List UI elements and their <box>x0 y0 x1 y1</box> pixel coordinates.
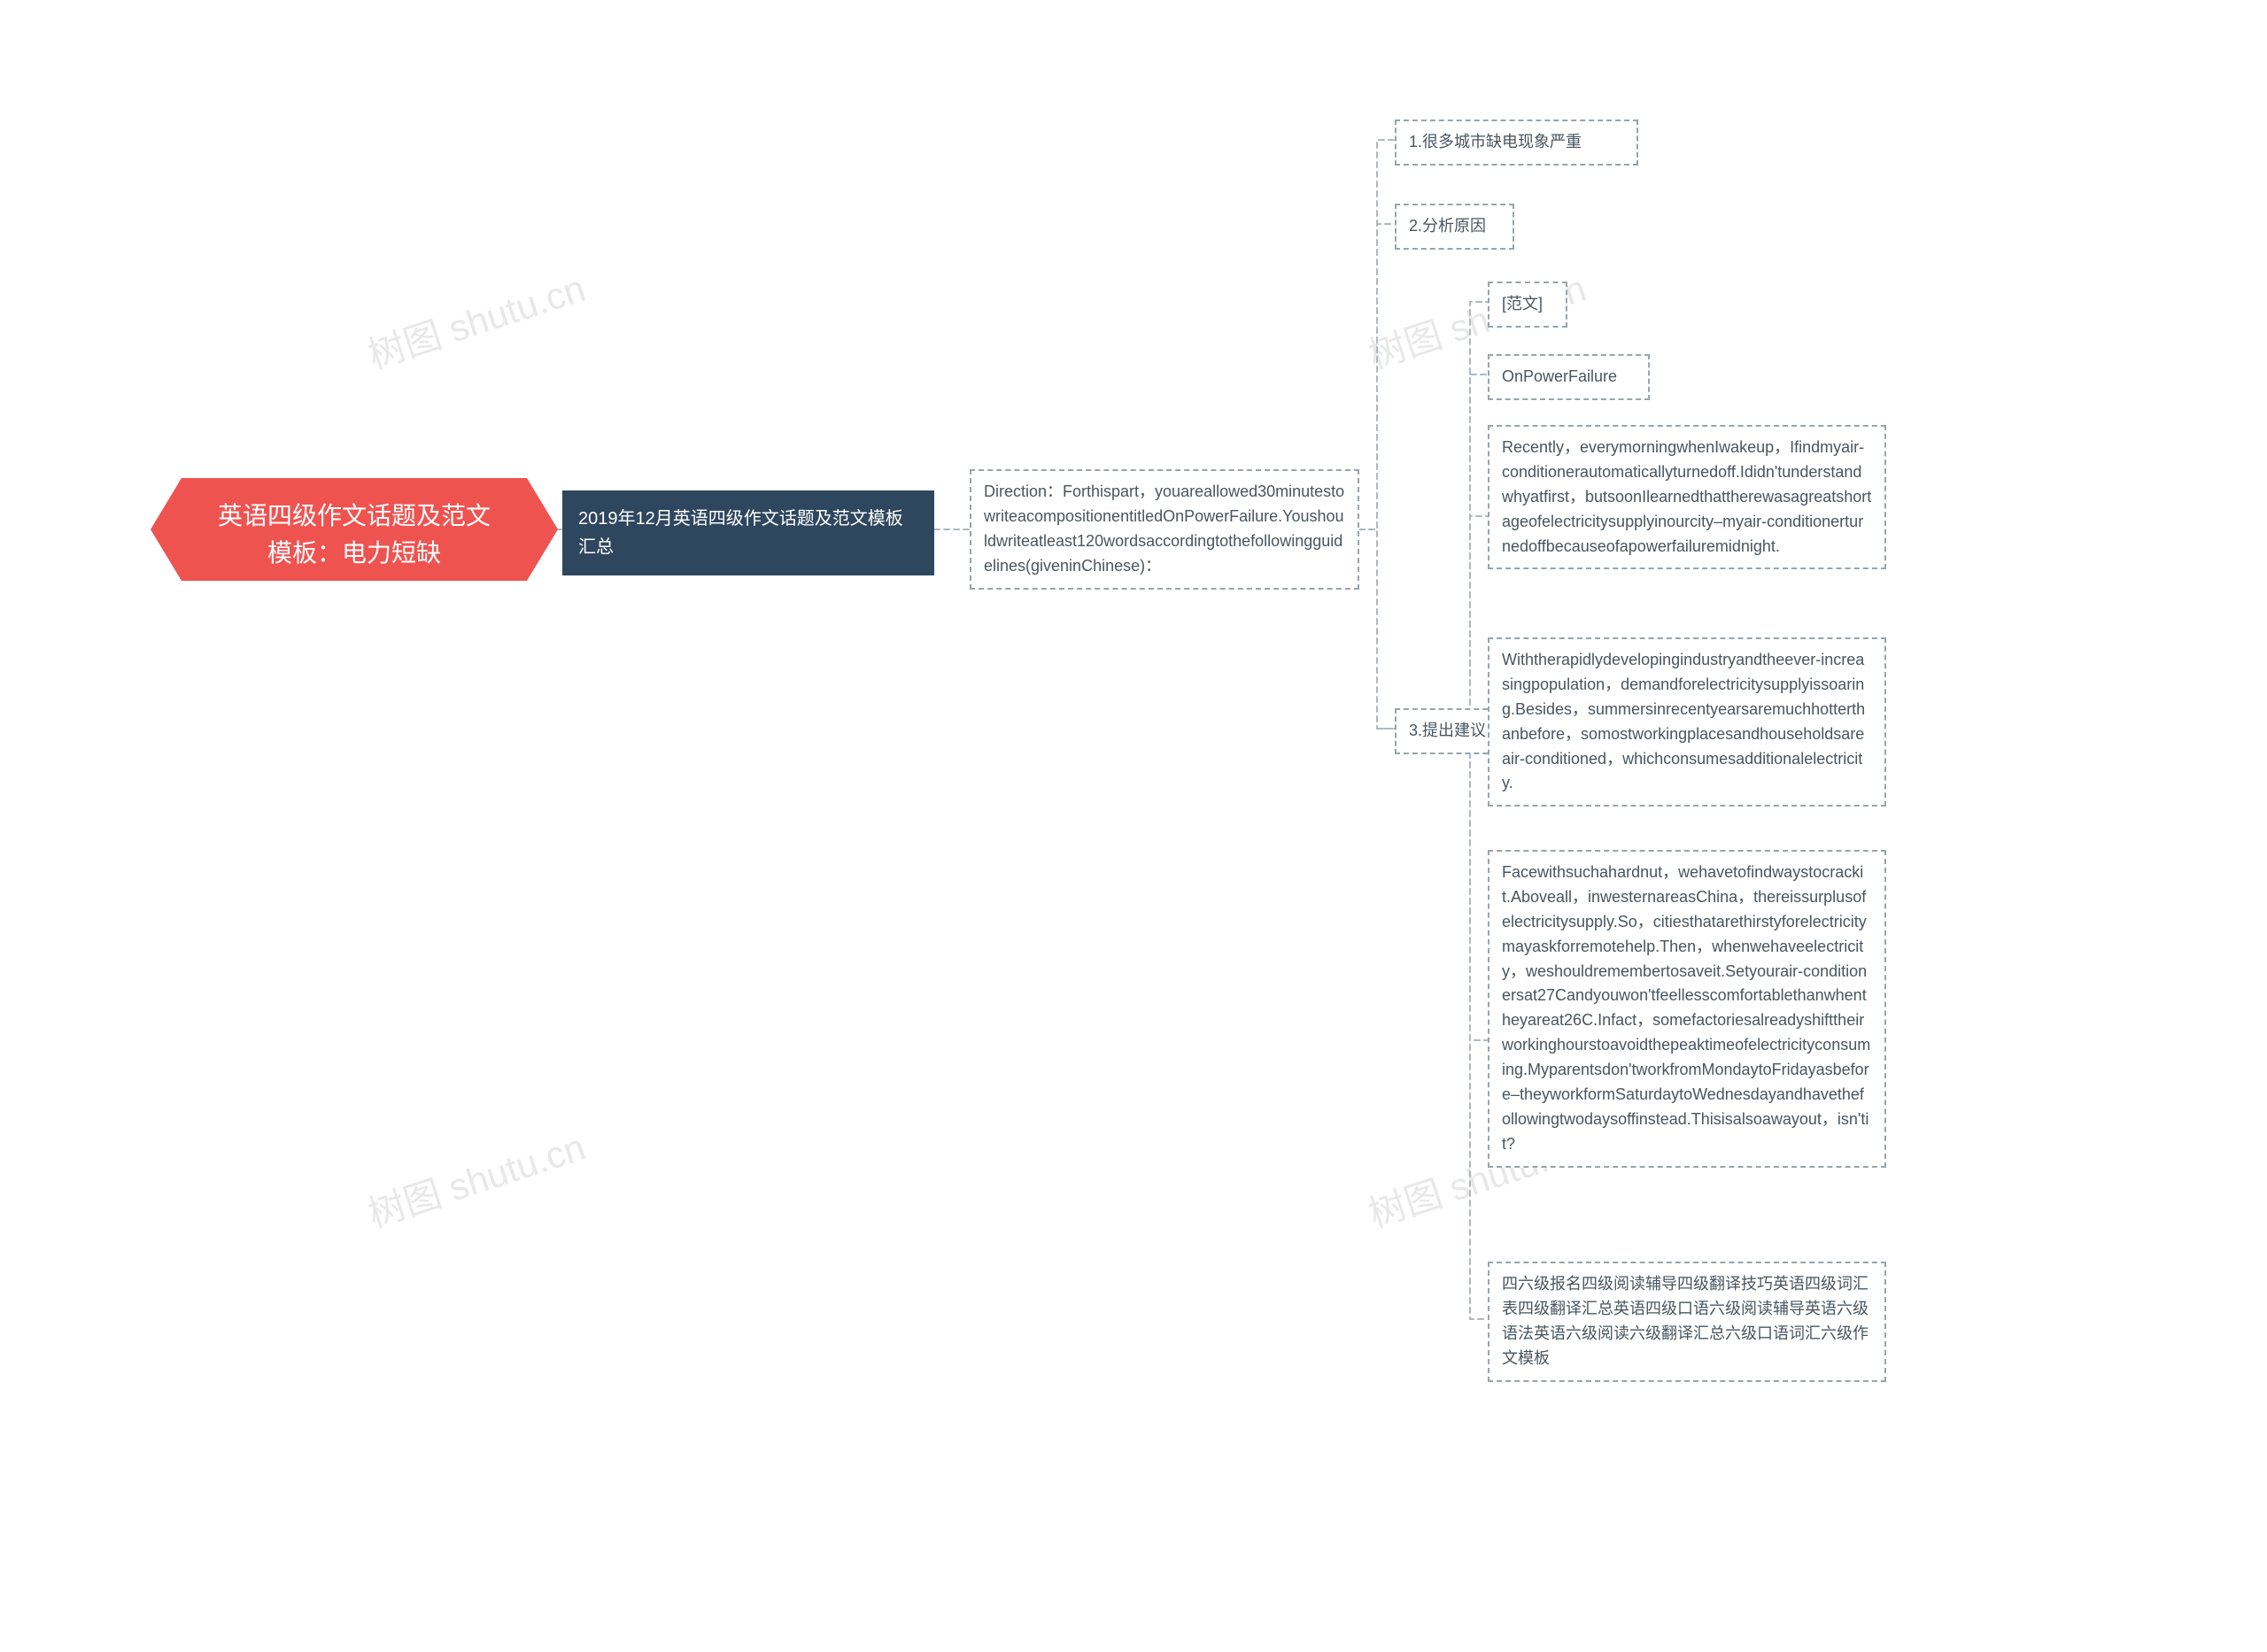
leaf-node-8[interactable]: Facewithsuchahardnut，wehavetofindwaystoc… <box>1488 850 1886 1168</box>
leaf-node-2[interactable]: 2.分析原因 <box>1395 204 1514 250</box>
leaf-text: Recently，everymorningwhenIwakeup，Ifindmy… <box>1502 438 1871 555</box>
leaf-node-4[interactable]: OnPowerFailure <box>1488 354 1650 400</box>
sub-node[interactable]: 2019年12月英语四级作文话题及范文模板汇总 <box>562 490 934 575</box>
sub-label: 2019年12月英语四级作文话题及范文模板汇总 <box>578 509 903 557</box>
leaf-node-5[interactable]: Recently，everymorningwhenIwakeup，Ifindmy… <box>1488 425 1886 569</box>
root-node[interactable]: 英语四级作文话题及范文 模板：电力短缺 <box>182 478 527 581</box>
connector-layer <box>0 0 2267 1652</box>
root-left-arrow <box>151 478 182 581</box>
leaf-text: 1.很多城市缺电现象严重 <box>1409 133 1582 151</box>
leaf-node-1[interactable]: 1.很多城市缺电现象严重 <box>1395 120 1638 166</box>
leaf-text: OnPowerFailure <box>1502 367 1617 385</box>
leaf-text: Withtherapidlydevelopingindustryandtheev… <box>1502 651 1865 791</box>
leaf-node-7[interactable]: Withtherapidlydevelopingindustryandtheev… <box>1488 637 1886 807</box>
leaf-text: 3.提出建议 <box>1409 722 1486 739</box>
root-right-arrow <box>527 478 558 581</box>
watermark: 树图 shutu.cn <box>360 1117 592 1239</box>
mindmap-canvas: 树图 shutu.cn 树图 shutu.cn 树图 shutu.cn 树图 s… <box>0 0 2267 1652</box>
root-label: 英语四级作文话题及范文 模板：电力短缺 <box>182 478 527 581</box>
direction-node[interactable]: Direction：Forthispart，youareallowed30min… <box>970 469 1359 590</box>
root-line1: 英语四级作文话题及范文 <box>218 502 491 529</box>
leaf-text: 2.分析原因 <box>1409 217 1486 235</box>
leaf-node-9[interactable]: 四六级报名四级阅读辅导四级翻译技巧英语四级词汇表四级翻译汇总英语四级口语六级阅读… <box>1488 1262 1886 1382</box>
leaf-node-3[interactable]: [范文] <box>1488 282 1567 328</box>
leaf-text: Facewithsuchahardnut，wehavetofindwaystoc… <box>1502 863 1870 1153</box>
leaf-text: 四六级报名四级阅读辅导四级翻译技巧英语四级词汇表四级翻译汇总英语四级口语六级阅读… <box>1502 1275 1869 1367</box>
watermark: 树图 shutu.cn <box>360 259 592 380</box>
direction-text: Direction：Forthispart，youareallowed30min… <box>984 482 1344 575</box>
leaf-text: [范文] <box>1502 295 1543 313</box>
root-line2: 模板：电力短缺 <box>267 539 441 567</box>
